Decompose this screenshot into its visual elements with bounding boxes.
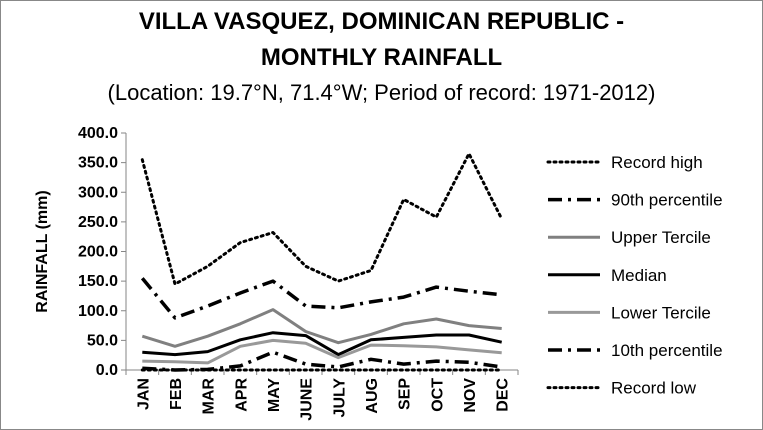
x-tick-label: JUNE (299, 378, 316, 421)
series-line-90th-percentile (140, 277, 502, 320)
y-tick-label: 400.0 (78, 125, 118, 142)
x-tick-label: APR (233, 378, 250, 412)
chart-legend: Record high 90th percentile Upper Tercile M… (546, 153, 723, 398)
legend-label-10th-percentile: 10th percentile (611, 341, 723, 360)
y-tick-label: 350.0 (78, 155, 118, 172)
legend-label-90th-percentile: 90th percentile (611, 191, 723, 210)
y-axis-title: RAINFALL (mm) (34, 190, 51, 312)
y-tick-label: 0.0 (96, 362, 118, 379)
chart-axes: 0.0 50.0 100.0 150.0 200.0 250.0 300.0 350.0 400… (34, 125, 519, 421)
y-tick-label: 150.0 (78, 273, 118, 290)
legend-label-median: Median (611, 266, 667, 285)
x-tick-label: DEC (495, 378, 512, 412)
series-line-record-high (140, 152, 504, 286)
x-tick-label: JAN (135, 378, 152, 410)
legend-label-upper-tercile: Upper Tercile (611, 228, 711, 247)
series-line-upper-tercile (141, 308, 502, 348)
y-tick-label: 200.0 (78, 244, 118, 261)
x-tick-label: SEP (397, 378, 414, 410)
x-tick-label: MAY (266, 378, 283, 412)
y-tick-label: 250.0 (78, 214, 118, 231)
legend-label-record-low: Record low (611, 379, 697, 398)
chart-title-line-2: MONTHLY RAINFALL (260, 44, 503, 71)
y-tick-label: 300.0 (78, 184, 118, 201)
x-tick-label: MAR (201, 378, 218, 415)
legend-label-record-high: Record high (611, 153, 703, 172)
x-tick-label: JULY (331, 378, 348, 418)
chart-subtitle: (Location: 19.7°N, 71.4°W; Period of rec… (107, 80, 656, 105)
chart-title-line-1: VILLA VASQUEZ, DOMINICAN REPUBLIC - (138, 8, 625, 35)
series-layer (140, 152, 504, 372)
x-tick-label: AUG (364, 378, 381, 414)
x-tick-label: NOV (462, 378, 479, 413)
legend-label-lower-tercile: Lower Tercile (611, 303, 711, 322)
y-tick-label: 100.0 (78, 303, 118, 320)
x-tick-label: OCT (429, 378, 446, 412)
y-tick-label: 50.0 (87, 332, 118, 349)
x-tick-label: FEB (168, 378, 185, 410)
series-line-lower-tercile (142, 338, 502, 365)
series-line-median (142, 331, 503, 357)
